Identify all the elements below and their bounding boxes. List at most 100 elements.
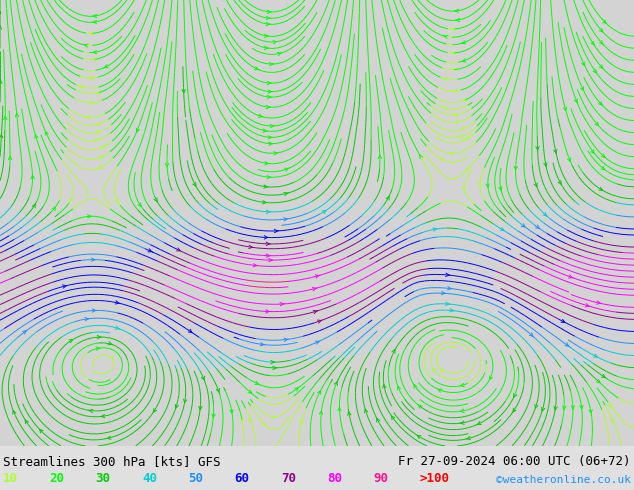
- FancyArrowPatch shape: [448, 287, 452, 290]
- FancyArrowPatch shape: [477, 421, 481, 425]
- FancyArrowPatch shape: [249, 245, 253, 248]
- FancyArrowPatch shape: [266, 310, 270, 313]
- FancyArrowPatch shape: [597, 379, 600, 383]
- Text: 20: 20: [49, 472, 65, 485]
- FancyArrowPatch shape: [267, 175, 271, 179]
- FancyArrowPatch shape: [451, 27, 455, 31]
- FancyArrowPatch shape: [199, 406, 202, 410]
- FancyArrowPatch shape: [268, 10, 271, 14]
- FancyArrowPatch shape: [93, 14, 96, 18]
- FancyArrowPatch shape: [175, 404, 178, 408]
- FancyArrowPatch shape: [284, 193, 288, 196]
- FancyArrowPatch shape: [84, 44, 88, 47]
- FancyArrowPatch shape: [86, 116, 90, 120]
- FancyArrowPatch shape: [273, 367, 277, 369]
- FancyArrowPatch shape: [455, 9, 459, 13]
- FancyArrowPatch shape: [254, 67, 259, 70]
- FancyArrowPatch shape: [543, 213, 547, 216]
- FancyArrowPatch shape: [270, 124, 275, 128]
- FancyArrowPatch shape: [563, 107, 567, 111]
- FancyArrowPatch shape: [4, 116, 7, 120]
- FancyArrowPatch shape: [398, 386, 401, 390]
- FancyArrowPatch shape: [536, 147, 539, 150]
- FancyArrowPatch shape: [591, 149, 594, 153]
- FancyArrowPatch shape: [262, 200, 267, 204]
- FancyArrowPatch shape: [601, 154, 605, 157]
- FancyArrowPatch shape: [97, 335, 101, 339]
- FancyArrowPatch shape: [441, 368, 444, 372]
- FancyArrowPatch shape: [266, 210, 271, 214]
- FancyArrowPatch shape: [377, 418, 380, 422]
- FancyArrowPatch shape: [266, 254, 271, 257]
- FancyArrowPatch shape: [599, 65, 603, 68]
- FancyArrowPatch shape: [536, 225, 540, 228]
- FancyArrowPatch shape: [554, 406, 557, 410]
- FancyArrowPatch shape: [280, 302, 285, 306]
- FancyArrowPatch shape: [264, 46, 269, 49]
- FancyArrowPatch shape: [418, 405, 422, 409]
- Text: 80: 80: [327, 472, 342, 485]
- FancyArrowPatch shape: [262, 422, 266, 425]
- FancyArrowPatch shape: [248, 390, 252, 393]
- FancyArrowPatch shape: [602, 374, 605, 378]
- FancyArrowPatch shape: [93, 309, 96, 312]
- FancyArrowPatch shape: [453, 113, 458, 117]
- FancyArrowPatch shape: [25, 420, 29, 424]
- FancyArrowPatch shape: [8, 156, 12, 160]
- FancyArrowPatch shape: [85, 318, 89, 321]
- FancyArrowPatch shape: [136, 128, 139, 132]
- FancyArrowPatch shape: [589, 410, 592, 413]
- FancyArrowPatch shape: [148, 249, 153, 252]
- FancyArrowPatch shape: [284, 338, 288, 342]
- FancyArrowPatch shape: [461, 59, 466, 62]
- FancyArrowPatch shape: [182, 89, 185, 93]
- FancyArrowPatch shape: [597, 301, 601, 304]
- FancyArrowPatch shape: [96, 122, 100, 125]
- FancyArrowPatch shape: [499, 187, 502, 190]
- FancyArrowPatch shape: [451, 51, 455, 55]
- FancyArrowPatch shape: [88, 101, 93, 104]
- FancyArrowPatch shape: [603, 20, 606, 24]
- FancyArrowPatch shape: [87, 215, 92, 218]
- FancyArrowPatch shape: [153, 409, 157, 412]
- FancyArrowPatch shape: [534, 183, 537, 187]
- FancyArrowPatch shape: [89, 32, 94, 35]
- FancyArrowPatch shape: [599, 187, 602, 190]
- FancyArrowPatch shape: [462, 186, 465, 190]
- FancyArrowPatch shape: [541, 407, 545, 411]
- FancyArrowPatch shape: [383, 385, 386, 388]
- Text: 60: 60: [235, 472, 250, 485]
- FancyArrowPatch shape: [451, 68, 455, 72]
- Text: 50: 50: [188, 472, 204, 485]
- FancyArrowPatch shape: [433, 368, 436, 372]
- FancyArrowPatch shape: [96, 347, 100, 350]
- FancyArrowPatch shape: [265, 162, 269, 165]
- FancyArrowPatch shape: [268, 81, 271, 85]
- FancyArrowPatch shape: [98, 166, 103, 169]
- FancyArrowPatch shape: [89, 76, 93, 80]
- FancyArrowPatch shape: [184, 399, 187, 403]
- FancyArrowPatch shape: [414, 385, 417, 389]
- FancyArrowPatch shape: [188, 329, 192, 333]
- FancyArrowPatch shape: [450, 309, 454, 312]
- FancyArrowPatch shape: [285, 168, 289, 172]
- FancyArrowPatch shape: [264, 34, 269, 37]
- FancyArrowPatch shape: [0, 26, 2, 29]
- FancyArrowPatch shape: [138, 203, 141, 207]
- FancyArrowPatch shape: [443, 107, 448, 110]
- FancyArrowPatch shape: [15, 113, 19, 117]
- FancyArrowPatch shape: [338, 407, 341, 411]
- FancyArrowPatch shape: [461, 41, 466, 44]
- FancyArrowPatch shape: [453, 121, 458, 124]
- FancyArrowPatch shape: [103, 65, 108, 68]
- FancyArrowPatch shape: [98, 155, 103, 158]
- FancyArrowPatch shape: [591, 41, 594, 45]
- FancyArrowPatch shape: [154, 198, 157, 201]
- FancyArrowPatch shape: [598, 101, 602, 105]
- FancyArrowPatch shape: [31, 175, 34, 179]
- FancyArrowPatch shape: [115, 301, 120, 304]
- FancyArrowPatch shape: [558, 180, 561, 184]
- FancyArrowPatch shape: [593, 70, 597, 73]
- FancyArrowPatch shape: [295, 388, 299, 391]
- FancyArrowPatch shape: [460, 421, 464, 424]
